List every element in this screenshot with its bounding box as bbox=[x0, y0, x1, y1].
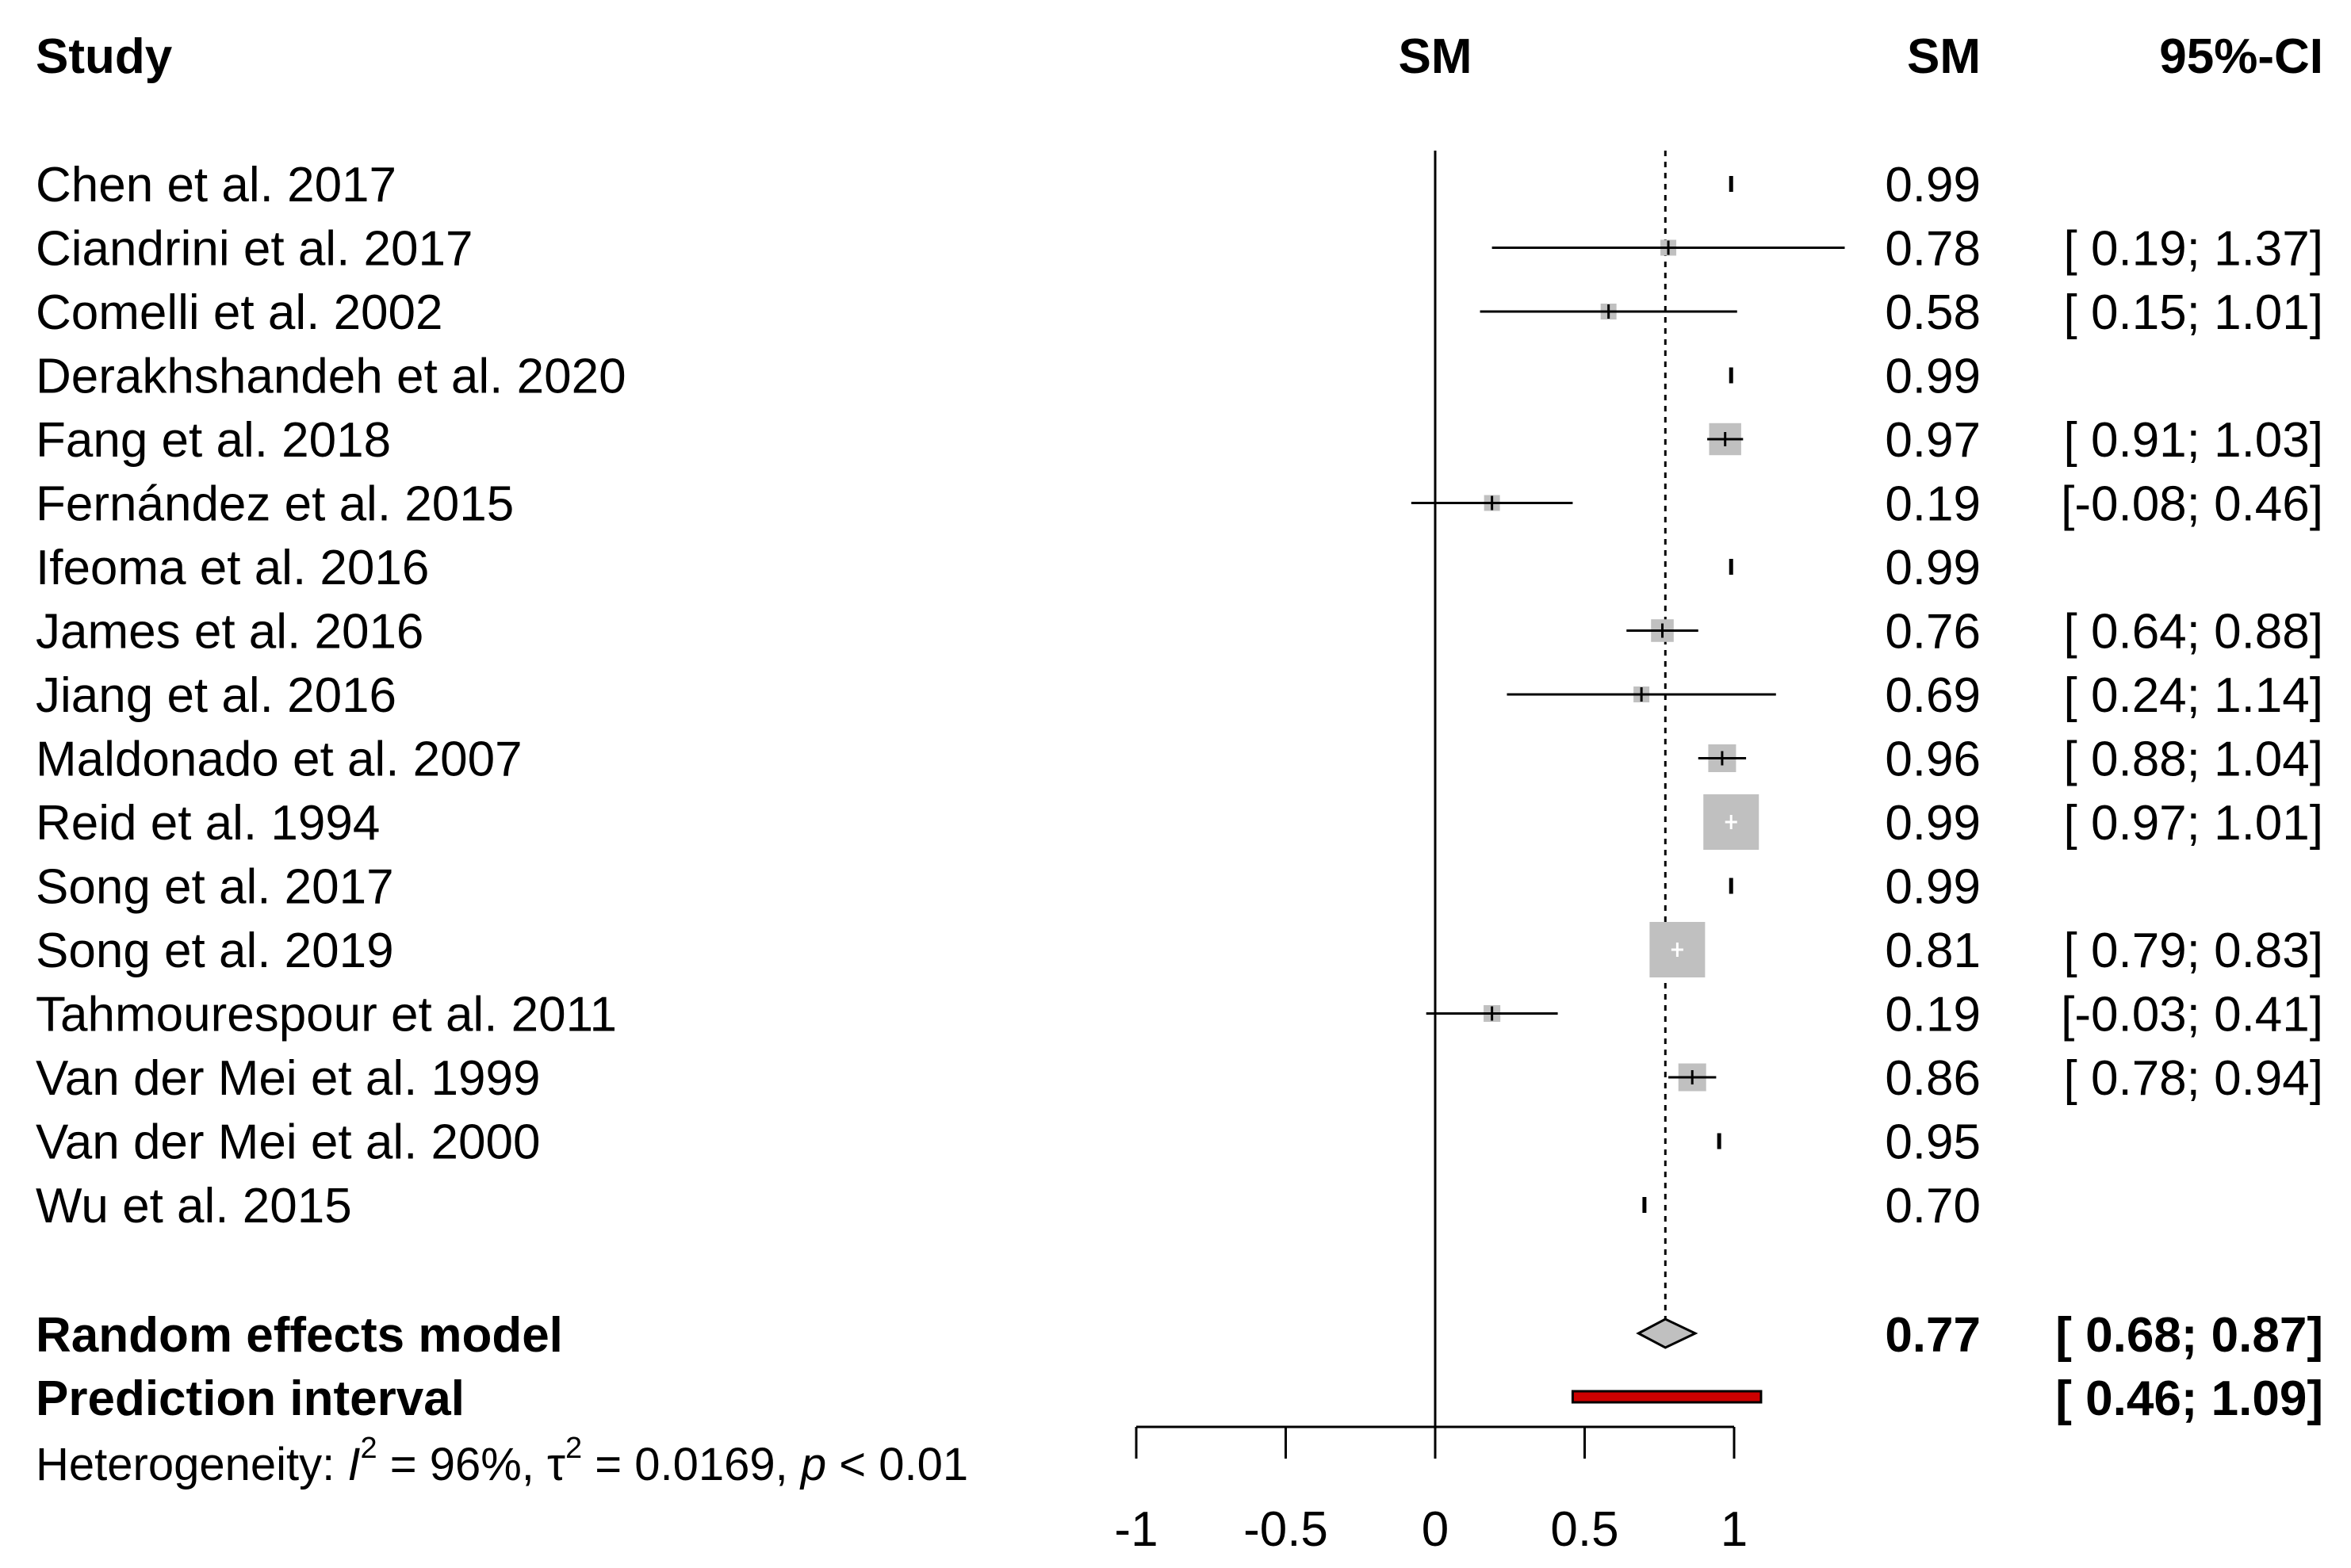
study-ci: [-0.08; 0.46] bbox=[2061, 477, 2323, 532]
x-tick-label: -0.5 bbox=[1243, 1502, 1328, 1557]
x-tick-label: -1 bbox=[1114, 1502, 1158, 1557]
pooled-estimate: 0.77 bbox=[1885, 1308, 1981, 1363]
study-estimate: 0.96 bbox=[1885, 732, 1981, 787]
x-tick-label: 1 bbox=[1721, 1502, 1748, 1557]
prediction-ci: [ 0.46; 1.09] bbox=[2055, 1371, 2323, 1426]
header-ci: 95%-CI bbox=[2159, 29, 2323, 84]
pooled-diamond bbox=[1636, 1318, 1698, 1349]
study-label: Fang et al. 2018 bbox=[36, 413, 391, 468]
study-ci: [ 0.79; 0.83] bbox=[2064, 924, 2323, 978]
study-label: Song et al. 2017 bbox=[36, 860, 394, 915]
study-estimate: 0.99 bbox=[1885, 796, 1981, 851]
study-label: Chen et al. 2017 bbox=[36, 158, 396, 212]
study-ci: [ 0.15; 1.01] bbox=[2064, 285, 2323, 340]
study-estimate: 0.58 bbox=[1885, 285, 1981, 340]
study-ci: [ 0.88; 1.04] bbox=[2064, 732, 2323, 787]
study-estimate: 0.81 bbox=[1885, 924, 1981, 978]
study-estimate: 0.86 bbox=[1885, 1051, 1981, 1106]
study-estimate: 0.19 bbox=[1885, 988, 1981, 1042]
study-estimate: 0.97 bbox=[1885, 413, 1981, 468]
study-label: James et al. 2016 bbox=[36, 605, 423, 660]
study-label: Tahmourespour et al. 2011 bbox=[36, 988, 617, 1042]
study-label: Maldonado et al. 2007 bbox=[36, 732, 523, 787]
study-estimate: 0.99 bbox=[1885, 541, 1981, 595]
prediction-bar bbox=[1571, 1390, 1763, 1404]
study-label: Fernández et al. 2015 bbox=[36, 477, 514, 532]
pooled-ci: [ 0.68; 0.87] bbox=[2055, 1308, 2323, 1363]
pooled-label: Random effects model bbox=[36, 1308, 563, 1363]
heterogeneity-text: Heterogeneity: I2 = 96%, τ2 = 0.0169, p … bbox=[36, 1432, 968, 1490]
x-tick-label: 0 bbox=[1422, 1502, 1449, 1557]
study-label: Song et al. 2019 bbox=[36, 924, 394, 978]
study-label: Van der Mei et al. 1999 bbox=[36, 1051, 540, 1106]
header-plot: SM bbox=[1399, 29, 1472, 84]
study-estimate: 0.95 bbox=[1885, 1115, 1981, 1170]
study-label: Derakhshandeh et al. 2020 bbox=[36, 350, 626, 404]
x-tick-label: 0.5 bbox=[1550, 1502, 1618, 1557]
study-rows: Chen et al. 2017 0.99 Ciandrini et al. 201… bbox=[36, 158, 2323, 1233]
study-label: Comelli et al. 2002 bbox=[36, 285, 443, 340]
study-ci: [ 0.97; 1.01] bbox=[2064, 796, 2323, 851]
study-estimate: 0.19 bbox=[1885, 477, 1981, 532]
study-ci: [ 0.78; 0.94] bbox=[2064, 1051, 2323, 1106]
study-estimate: 0.99 bbox=[1885, 158, 1981, 212]
study-label: Ifeoma et al. 2016 bbox=[36, 541, 429, 595]
study-label: Reid et al. 1994 bbox=[36, 796, 380, 851]
study-label: Van der Mei et al. 2000 bbox=[36, 1115, 540, 1170]
study-label: Ciandrini et al. 2017 bbox=[36, 222, 473, 277]
study-ci: [ 0.64; 0.88] bbox=[2064, 605, 2323, 660]
prediction-label: Prediction interval bbox=[36, 1371, 465, 1426]
study-estimate: 0.99 bbox=[1885, 350, 1981, 404]
study-label: Jiang et al. 2016 bbox=[36, 668, 396, 723]
study-ci: [-0.03; 0.41] bbox=[2061, 988, 2323, 1042]
study-ci: [ 0.19; 1.37] bbox=[2064, 222, 2323, 277]
study-estimate: 0.76 bbox=[1885, 605, 1981, 660]
study-estimate: 0.69 bbox=[1885, 668, 1981, 723]
study-label: Wu et al. 2015 bbox=[36, 1179, 352, 1233]
study-estimate: 0.70 bbox=[1885, 1179, 1981, 1233]
study-ci: [ 0.91; 1.03] bbox=[2064, 413, 2323, 468]
plot-marks: -1 -0.5 0 0.5 1 bbox=[1114, 151, 1845, 1557]
study-ci: [ 0.24; 1.14] bbox=[2064, 668, 2323, 723]
study-estimate: 0.99 bbox=[1885, 860, 1981, 915]
header-estimate: SM bbox=[1907, 29, 1981, 84]
study-estimate: 0.78 bbox=[1885, 222, 1981, 277]
header-study: Study bbox=[36, 29, 173, 84]
